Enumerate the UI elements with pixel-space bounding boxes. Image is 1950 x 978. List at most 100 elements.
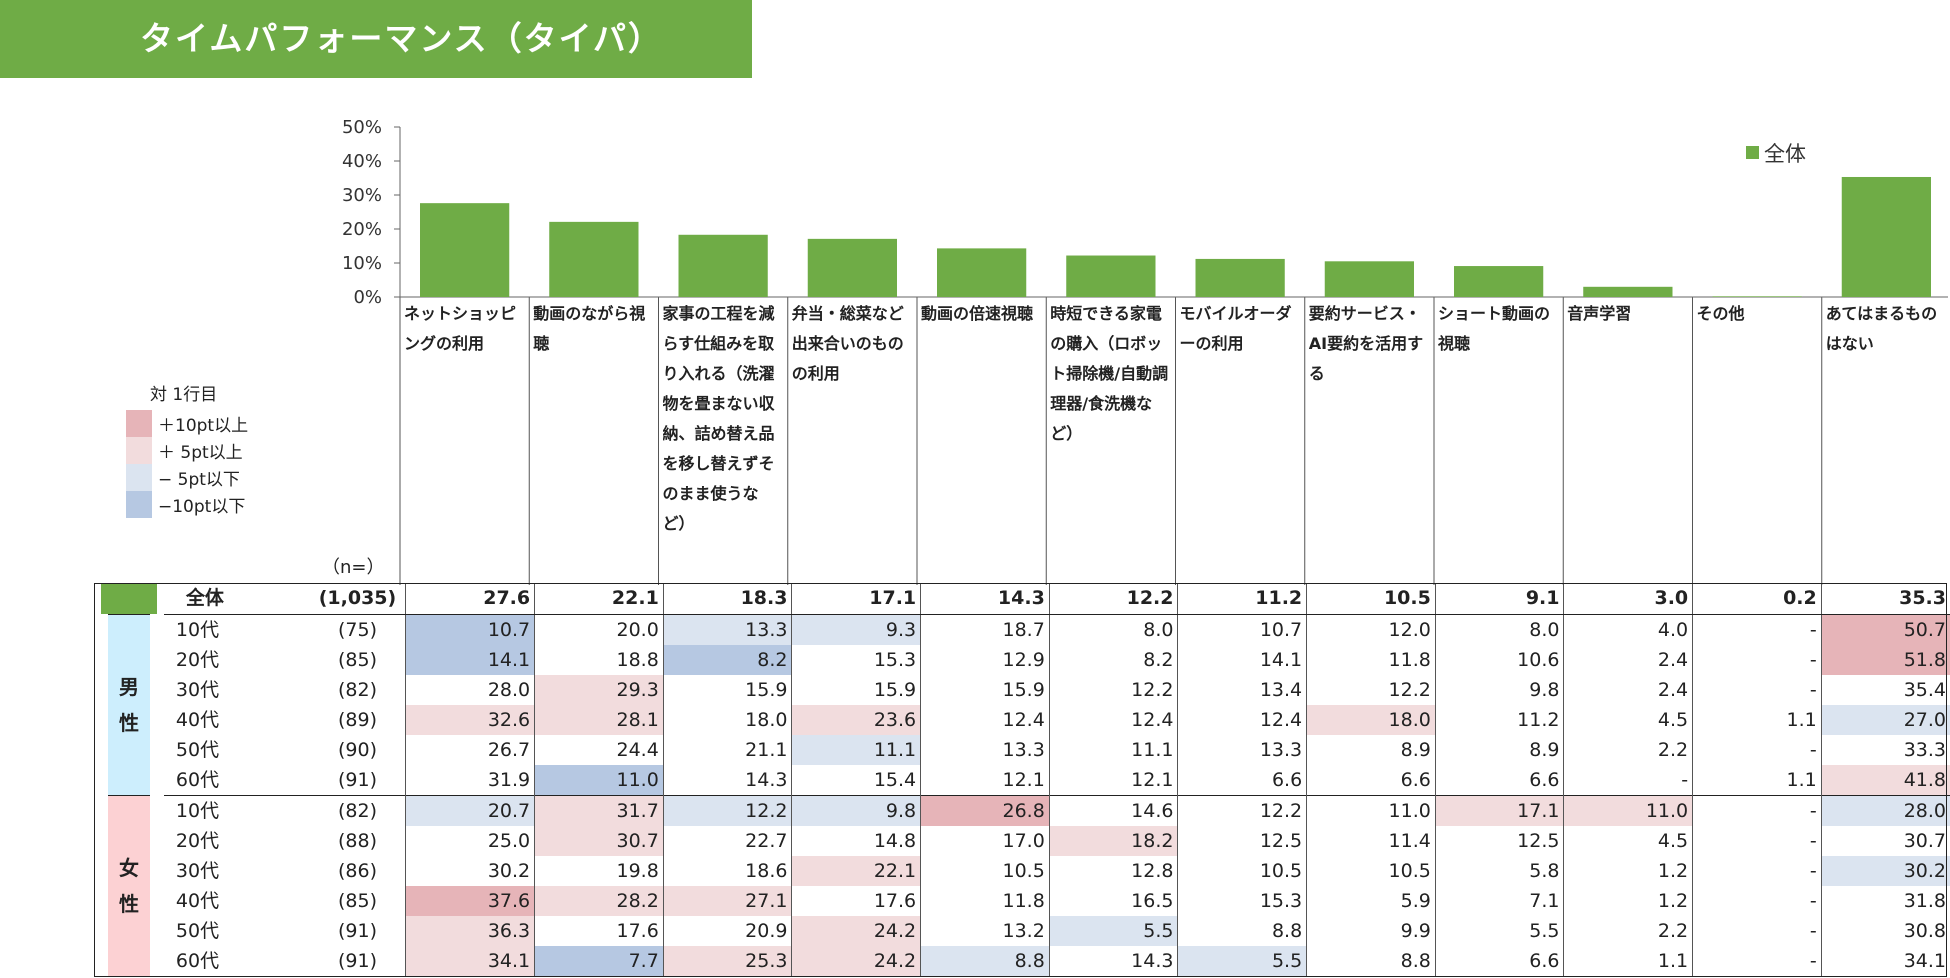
table-row: 20代 (85) 14.1 18.8 8.2 15.3 12.9 8.2 14.1 11.8 10.… bbox=[101, 645, 1950, 675]
table-cell: 6.6 bbox=[1306, 765, 1436, 796]
table-cell: 16.5 bbox=[1049, 886, 1179, 916]
table-cell: 12.9 bbox=[920, 645, 1050, 675]
table-cell: 13.4 bbox=[1177, 675, 1308, 705]
table-cell: 10.7 bbox=[405, 614, 536, 645]
table-cell: 9.9 bbox=[1306, 916, 1436, 946]
table-cell: 31.9 bbox=[405, 765, 536, 796]
group-label-0: 男性 bbox=[94, 614, 164, 796]
row-n: (89) bbox=[309, 705, 407, 735]
table-cell: 2.2 bbox=[1563, 735, 1694, 765]
table-cell: 1.2 bbox=[1563, 856, 1694, 886]
table-cell: 14.8 bbox=[791, 826, 922, 856]
table-cell: 17.6 bbox=[791, 886, 922, 916]
table-cell: 30.7 bbox=[534, 826, 664, 856]
bar-8 bbox=[1324, 261, 1414, 297]
table-cell: 2.2 bbox=[1563, 916, 1694, 946]
table-cell: 27.1 bbox=[663, 886, 793, 916]
bar-3 bbox=[678, 234, 768, 297]
table-cell: 7.1 bbox=[1435, 886, 1565, 916]
row-label: 30代 bbox=[175, 860, 220, 882]
table-cell: 18.0 bbox=[1306, 705, 1436, 735]
shading-legend-item: ＋10pt以上 bbox=[126, 410, 248, 437]
row-label: 60代 bbox=[175, 950, 220, 972]
table-cell: 14.1 bbox=[1177, 645, 1308, 675]
table-cell: 5.5 bbox=[1435, 916, 1565, 946]
row-label: 40代 bbox=[175, 890, 220, 912]
table-cell: 15.4 bbox=[791, 765, 922, 796]
table-cell: 11.2 bbox=[1435, 705, 1565, 735]
table-cell: 20.7 bbox=[405, 795, 536, 826]
table-cell: 28.1 bbox=[534, 705, 664, 735]
table-cell: 20.0 bbox=[534, 614, 664, 645]
table-cell: 12.2 bbox=[1177, 795, 1308, 826]
y-tick-label: 40% bbox=[342, 151, 382, 172]
table-cell: 12.2 bbox=[1049, 675, 1179, 705]
table-cell: 14.3 bbox=[1049, 946, 1179, 976]
table-cell: 30.7 bbox=[1903, 830, 1946, 852]
table-cell: 6.6 bbox=[1435, 946, 1565, 976]
table-cell: 18.3 bbox=[663, 583, 793, 615]
table-cell: 28.2 bbox=[534, 886, 664, 916]
table-cell: 5.5 bbox=[1177, 946, 1308, 976]
table-row: 20代 (88) 25.0 30.7 22.7 14.8 17.0 18.2 12.5 11.4 1… bbox=[101, 826, 1950, 856]
table-cell: 13.3 bbox=[1177, 735, 1308, 765]
row-label: 10代 bbox=[163, 795, 310, 826]
table-cell: 12.0 bbox=[1306, 614, 1436, 645]
table-cell: 8.9 bbox=[1306, 735, 1436, 765]
table-cell: 12.4 bbox=[1049, 705, 1179, 735]
shading-legend-header: 対 1行目 bbox=[150, 385, 218, 405]
table-cell: 24.2 bbox=[791, 946, 922, 976]
shading-legend-item: −10pt以下 bbox=[126, 491, 248, 518]
table-cell: 27.0 bbox=[1821, 705, 1950, 735]
bar-5 bbox=[937, 248, 1027, 297]
table-cell: 12.4 bbox=[1177, 705, 1308, 735]
shading-legend-swatch bbox=[126, 464, 152, 491]
table-cell: 30.2 bbox=[405, 856, 536, 886]
shading-legend-label: − 5pt以下 bbox=[158, 470, 240, 490]
table-cell: 12.2 bbox=[1049, 583, 1179, 615]
legend-swatch bbox=[1746, 146, 1759, 159]
shading-legend-swatch bbox=[126, 491, 152, 518]
table-cell: 30.8 bbox=[1903, 920, 1946, 942]
spacer-cell bbox=[156, 795, 164, 976]
row-n: (91) bbox=[309, 916, 407, 946]
category-label-2: 動画のながら視聴 bbox=[533, 304, 646, 353]
table-cell: 15.9 bbox=[663, 675, 793, 705]
table-cell: 1.1 bbox=[1692, 765, 1822, 796]
table-cell: 34.1 bbox=[405, 946, 536, 976]
table-row: 60代 (91) 31.9 11.0 14.3 15.4 12.1 12.1 6.6 6.6 6.6… bbox=[101, 765, 1950, 796]
table-row: 30代 (82) 28.0 29.3 15.9 15.9 15.9 12.2 13.4 12.2 9… bbox=[101, 675, 1950, 705]
table-cell: 19.8 bbox=[534, 856, 664, 886]
category-label-7: モバイルオーダーの利用 bbox=[1179, 304, 1292, 353]
total-swatch bbox=[101, 583, 157, 615]
table-cell: - bbox=[1692, 645, 1822, 675]
bar-9 bbox=[1454, 266, 1544, 297]
table-cell: 1.2 bbox=[1563, 886, 1694, 916]
row-label: 40代 bbox=[175, 709, 220, 731]
table-cell: 22.1 bbox=[791, 856, 922, 886]
row-n: (75) bbox=[309, 614, 407, 645]
table-cell: 8.8 bbox=[1177, 916, 1308, 946]
table-cell: 11.0 bbox=[1306, 795, 1436, 826]
table-cell: 11.8 bbox=[1306, 645, 1436, 675]
row-n: (86) bbox=[309, 856, 407, 886]
category-label-1: ネットショッピングの利用 bbox=[404, 304, 517, 353]
table-cell: 37.6 bbox=[405, 886, 536, 916]
row-n: (82) bbox=[309, 675, 407, 705]
table-cell: 26.8 bbox=[920, 795, 1050, 826]
row-n: (91) bbox=[309, 765, 407, 796]
table-cell: 32.6 bbox=[405, 705, 536, 735]
table-cell: 13.2 bbox=[920, 916, 1050, 946]
row-label: 50代 bbox=[175, 739, 220, 761]
page-title: タイムパフォーマンス（タイパ） bbox=[0, 0, 752, 78]
legend-label: 全体 bbox=[1764, 142, 1806, 166]
category-label-11: その他 bbox=[1696, 304, 1745, 323]
table-cell: 3.0 bbox=[1563, 583, 1694, 615]
bar-10 bbox=[1583, 286, 1673, 297]
table-cell: 2.4 bbox=[1563, 675, 1694, 705]
table-cell: 15.9 bbox=[791, 675, 922, 705]
row-n: (85) bbox=[309, 645, 407, 675]
bar-12 bbox=[1841, 176, 1931, 297]
table-row: 50代 (91) 36.3 17.6 20.9 24.2 13.2 5.5 8.8 9.9 5.5 2… bbox=[101, 916, 1950, 946]
category-label-12: あてはまるものはない bbox=[1825, 304, 1938, 353]
